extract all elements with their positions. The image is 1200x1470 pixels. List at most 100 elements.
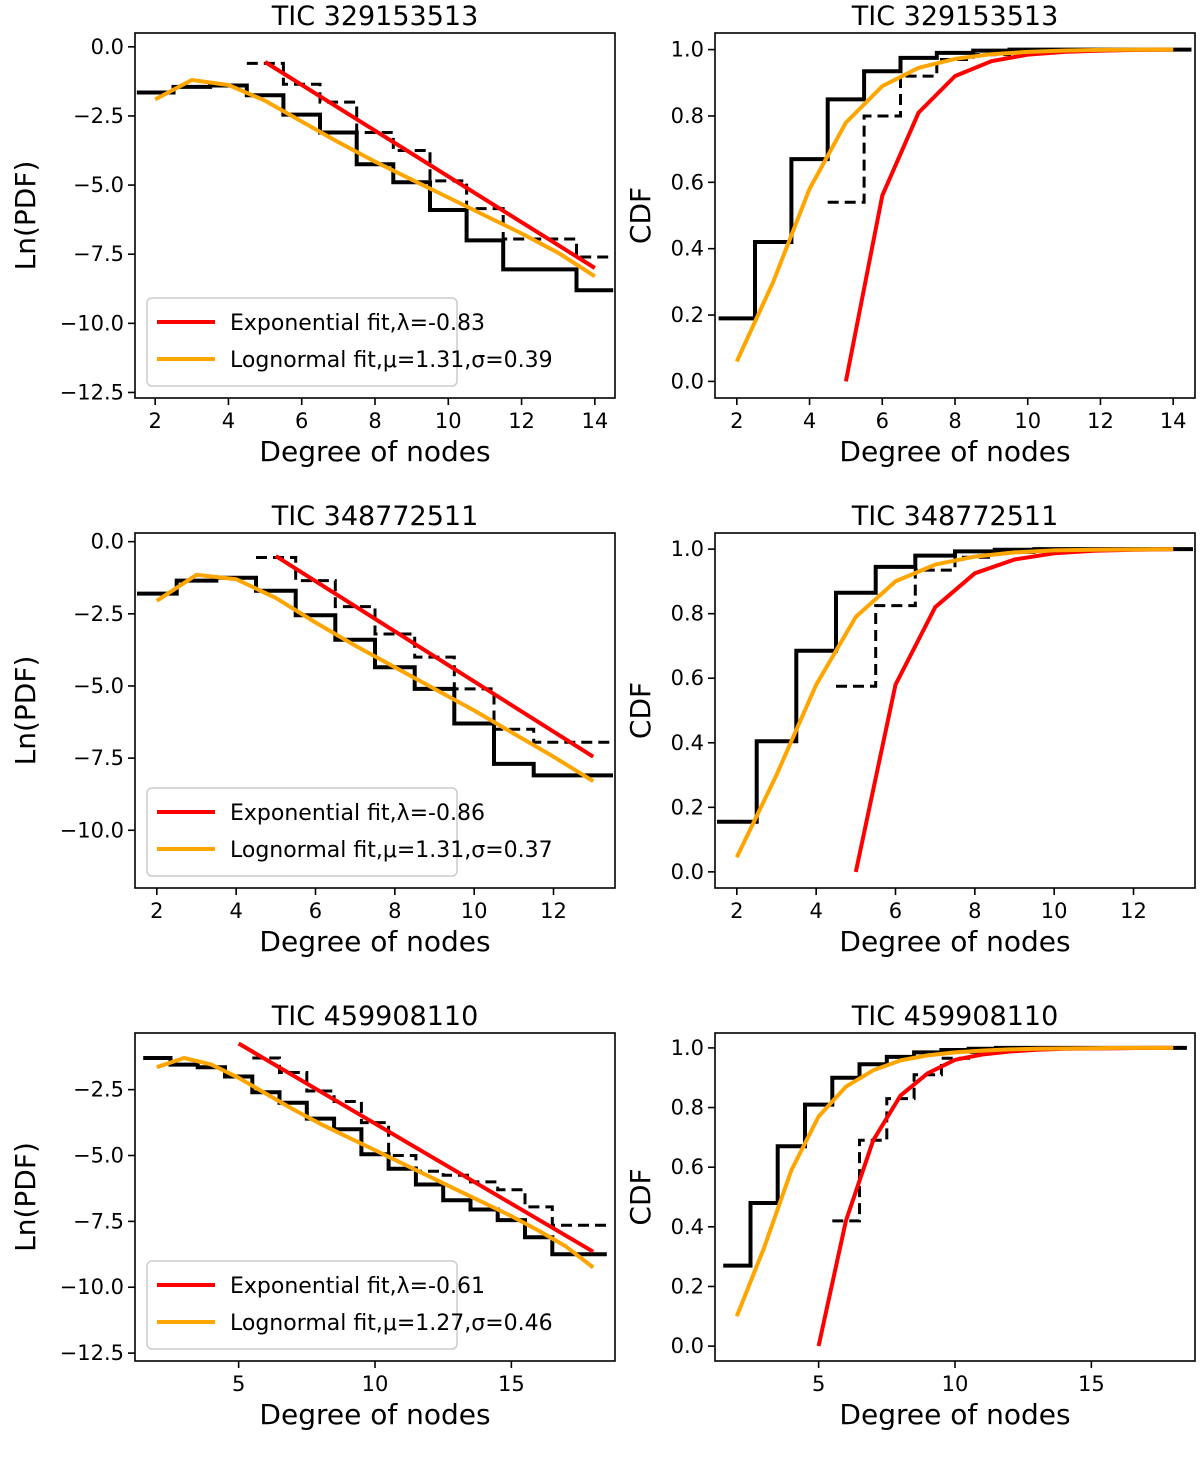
- chart-title: TIC 329153513: [271, 1, 479, 32]
- x-tick-label: 10: [461, 899, 488, 923]
- legend-label: Exponential fit,λ=-0.83: [230, 311, 485, 336]
- x-tick-label: 12: [540, 899, 567, 923]
- x-tick-label: 14: [1160, 409, 1187, 433]
- histogram-step-solid: [143, 1056, 607, 1257]
- lognormal-fit-line: [154, 78, 596, 278]
- x-tick-label: 5: [232, 1372, 245, 1396]
- x-tick-label: 8: [948, 409, 961, 433]
- chart-title: TIC 459908110: [851, 1001, 1059, 1032]
- plot-area: [143, 1041, 607, 1270]
- y-tick-label: −7.5: [73, 746, 124, 770]
- y-tick-label: 0.2: [671, 303, 704, 327]
- chart-3: TIC 348772511 2 4 6 8 10 12 0.0 0.2 0.4 0.6 0.8 1.0 D…: [624, 501, 1196, 958]
- exponential-fit-line: [843, 47, 1174, 382]
- x-tick-label: 2: [150, 899, 163, 923]
- histogram-step-dashed: [832, 1046, 1187, 1223]
- legend: Exponential fit,λ=-0.61 Lognormal fit,μ=1…: [146, 1260, 553, 1350]
- y-tick-label: 0.0: [671, 860, 704, 884]
- plot-area: [717, 547, 1193, 873]
- y-tick-label: −2.5: [73, 602, 124, 626]
- plot-area: [723, 1045, 1187, 1347]
- x-tick-label: 2: [148, 409, 161, 433]
- lognormal-fit-line: [734, 547, 1174, 859]
- x-tick-label: 8: [388, 899, 401, 923]
- y-tick-label: −10.0: [60, 311, 124, 335]
- lognormal-fit-line: [734, 1045, 1174, 1318]
- x-tick-label: 4: [229, 899, 242, 923]
- chart-1: TIC 329153513 2 4 6 8 10 12 14 0.0 0.2 0.4 0.6 0.8 1.…: [624, 1, 1196, 468]
- y-tick-label: 1.0: [671, 38, 704, 62]
- y-axis-label: Ln(PDF): [9, 1142, 42, 1252]
- y-tick-label: −7.5: [73, 242, 124, 266]
- histogram-step-solid: [723, 1045, 1187, 1268]
- plot-area: [137, 554, 613, 783]
- x-axis-label: Degree of nodes: [259, 1398, 490, 1431]
- chart-title: TIC 459908110: [271, 1001, 479, 1032]
- y-tick-label: 1.0: [671, 537, 704, 561]
- chart-title: TIC 348772511: [271, 501, 479, 532]
- lognormal-fit-line: [156, 1056, 595, 1270]
- x-tick-label: 6: [309, 899, 322, 923]
- y-tick-label: 0.8: [671, 602, 704, 626]
- x-axis-label: Degree of nodes: [839, 435, 1070, 468]
- legend-label: Lognormal fit,μ=1.31,σ=0.37: [230, 838, 553, 863]
- y-tick-label: 0.4: [671, 731, 704, 755]
- y-tick-label: 0.8: [671, 1096, 704, 1120]
- chart-2: TIC 348772511 2 4 6 8 10 12 0.0 −2.5 −5.0 −7.5 −10.…: [9, 501, 616, 958]
- axes-frame: [714, 32, 1196, 399]
- histogram-step-dashed: [256, 556, 613, 744]
- x-tick-label: 6: [876, 409, 889, 433]
- x-axis-label: Degree of nodes: [839, 925, 1070, 958]
- x-tick-label: 4: [222, 409, 235, 433]
- chart-title: TIC 329153513: [851, 1, 1059, 32]
- chart-0: TIC 329153513 2 4 6 8 10 12 14 0.0 −2.5 −5.0 −7.5 −1…: [9, 1, 616, 468]
- lognormal-fit-line: [734, 47, 1174, 363]
- histogram-step-solid: [137, 575, 613, 778]
- x-tick-label: 4: [809, 899, 822, 923]
- x-tick-label: 10: [435, 409, 462, 433]
- x-axis-label: Degree of nodes: [259, 925, 490, 958]
- x-tick-label: 10: [1041, 899, 1068, 923]
- x-tick-label: 10: [1014, 409, 1041, 433]
- y-axis-label: CDF: [624, 187, 657, 244]
- x-tick-label: 12: [1120, 899, 1147, 923]
- x-tick-label: 15: [1078, 1372, 1105, 1396]
- exponential-fit-line: [264, 60, 596, 270]
- plot-area: [136, 60, 614, 293]
- x-tick-label: 8: [968, 899, 981, 923]
- exponential-fit-line: [274, 554, 595, 759]
- x-tick-label: 6: [889, 899, 902, 923]
- x-tick-label: 15: [498, 1372, 525, 1396]
- y-tick-label: −5.0: [73, 674, 124, 698]
- y-tick-label: 0.6: [671, 1155, 704, 1179]
- y-tick-label: −12.5: [60, 1341, 124, 1365]
- y-tick-label: −12.5: [60, 380, 124, 404]
- legend-label: Exponential fit,λ=-0.61: [230, 1274, 485, 1299]
- x-axis-label: Degree of nodes: [259, 435, 490, 468]
- y-tick-label: 0.0: [91, 35, 124, 59]
- y-tick-label: 0.0: [91, 530, 124, 554]
- legend-box: [146, 787, 458, 877]
- x-tick-label: 2: [730, 899, 743, 923]
- legend-box: [146, 297, 458, 387]
- x-tick-label: 12: [508, 409, 535, 433]
- x-tick-label: 14: [581, 409, 608, 433]
- x-tick-label: 4: [803, 409, 816, 433]
- legend: Exponential fit,λ=-0.83 Lognormal fit,μ=1…: [146, 297, 553, 387]
- legend-label: Exponential fit,λ=-0.86: [230, 801, 485, 826]
- histogram-step-dashed: [246, 61, 614, 259]
- y-tick-label: 0.0: [671, 1334, 704, 1358]
- histogram-step-solid: [136, 83, 614, 293]
- legend-box: [146, 1260, 458, 1350]
- histogram-step-dashed: [836, 547, 1193, 688]
- y-axis-label: Ln(PDF): [9, 161, 42, 271]
- y-tick-label: 1.0: [671, 1036, 704, 1060]
- x-tick-label: 10: [362, 1372, 389, 1396]
- axes-frame: [134, 532, 616, 889]
- axes-frame: [714, 1032, 1196, 1362]
- y-tick-label: 0.2: [671, 1274, 704, 1298]
- histogram-step-solid: [718, 47, 1192, 321]
- exponential-fit-line: [816, 1045, 1174, 1347]
- y-tick-label: −5.0: [73, 173, 124, 197]
